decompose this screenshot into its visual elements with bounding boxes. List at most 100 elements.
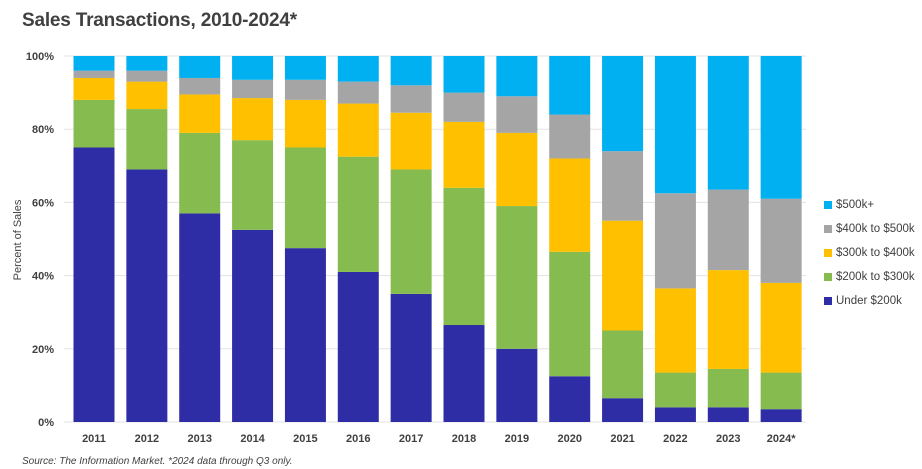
x-tick-label: 2023 <box>716 433 740 445</box>
bar-segment <box>496 206 538 349</box>
bar-segment <box>337 271 379 422</box>
bar-segment <box>232 140 274 230</box>
bar-segment <box>73 77 115 100</box>
legend-item: $200k to $300k <box>824 265 915 289</box>
legend-swatch <box>824 249 832 257</box>
bar-segment <box>654 56 696 194</box>
bar-segment <box>126 169 168 422</box>
legend-label: Under $200k <box>836 295 902 307</box>
x-tick-label: 2014 <box>240 433 265 445</box>
y-tick-label: 60% <box>32 197 54 209</box>
bar-segment <box>126 70 168 82</box>
bar-segment <box>337 81 379 104</box>
bar-segment <box>443 92 485 122</box>
bar-stack-2019 <box>496 56 538 422</box>
source-note: Source: The Information Market. *2024 da… <box>22 456 293 467</box>
legend-label: $200k to $300k <box>836 271 915 283</box>
bar-segment <box>179 56 221 78</box>
bar-stack-2012 <box>126 56 168 422</box>
x-tick-label: 2015 <box>293 433 317 445</box>
bar-segment <box>390 56 432 86</box>
bar-segment <box>602 330 644 399</box>
bar-segment <box>602 151 644 221</box>
x-tick-label: 2018 <box>452 433 476 445</box>
bar-stack-2024 <box>760 56 802 422</box>
bar-segment <box>602 220 644 331</box>
x-tick-label: 2022 <box>663 433 687 445</box>
bar-segment <box>654 193 696 289</box>
bar-stack-2017 <box>390 56 432 422</box>
legend-swatch <box>824 225 832 233</box>
y-tick-label: 80% <box>32 124 54 136</box>
bar-segment <box>390 293 432 422</box>
bar-segment <box>760 198 802 283</box>
legend-swatch <box>824 273 832 281</box>
bar-segment <box>707 189 749 271</box>
x-tick-label: 2020 <box>557 433 581 445</box>
bar-segment <box>126 81 168 110</box>
bar-stack-2018 <box>443 56 485 422</box>
bar-segment <box>73 70 115 78</box>
bar-segment <box>443 121 485 188</box>
bar-segment <box>126 56 168 71</box>
bar-segment <box>232 229 274 422</box>
x-tick-label: 2011 <box>82 433 106 445</box>
x-tick-label: 2012 <box>135 433 159 445</box>
x-tick-label: 2013 <box>187 433 211 445</box>
bar-segment <box>73 99 115 148</box>
bar-stack-2023 <box>707 56 749 422</box>
bar-segment <box>549 251 591 377</box>
bar-segment <box>760 56 802 199</box>
bar-segment <box>549 56 591 115</box>
x-tick-label: 2024* <box>767 433 796 445</box>
bar-segment <box>443 56 485 93</box>
legend-swatch <box>824 201 832 209</box>
legend-swatch <box>824 297 832 305</box>
y-axis-label: Percent of Sales <box>12 199 24 280</box>
legend-item: Under $200k <box>824 289 915 313</box>
bar-segment <box>602 56 644 152</box>
legend-item: $500k+ <box>824 193 915 217</box>
bar-stack-2013 <box>179 56 221 422</box>
bar-segment <box>443 187 485 326</box>
legend-label: $300k to $400k <box>836 247 915 259</box>
bar-segment <box>654 372 696 408</box>
bar-segment <box>284 147 326 249</box>
bar-segment <box>390 85 432 113</box>
bar-segment <box>707 407 749 422</box>
x-tick-label: 2021 <box>610 433 634 445</box>
y-tick-label: 100% <box>26 51 54 63</box>
bar-segment <box>337 156 379 272</box>
bar-segment <box>390 169 432 294</box>
bar-segment <box>549 114 591 159</box>
chart-title: Sales Transactions, 2010-2024* <box>22 10 297 31</box>
bar-segment <box>284 248 326 422</box>
bar-segment <box>549 376 591 422</box>
bar-segment <box>496 96 538 133</box>
bar-segment <box>496 56 538 97</box>
bar-segment <box>707 368 749 408</box>
bar-segment <box>284 56 326 80</box>
x-tick-label: 2017 <box>399 433 423 445</box>
bar-segment <box>73 56 115 71</box>
bar-stack-2011 <box>73 56 115 422</box>
bar-segment <box>549 158 591 252</box>
y-tick-label: 20% <box>32 344 54 356</box>
bar-segment <box>179 213 221 422</box>
x-tick-label: 2016 <box>346 433 370 445</box>
bar-segment <box>443 325 485 422</box>
legend-label: $500k+ <box>836 199 875 211</box>
bars <box>73 56 802 422</box>
bar-segment <box>760 372 802 410</box>
bar-segment <box>179 94 221 133</box>
bar-segment <box>602 398 644 422</box>
bar-stack-2020 <box>549 56 591 422</box>
legend-item: $300k to $400k <box>824 241 915 265</box>
bar-segment <box>337 56 379 82</box>
bar-segment <box>73 147 115 422</box>
bar-segment <box>126 109 168 170</box>
bar-segment <box>707 56 749 190</box>
x-axis-ticks: 2011 2012 2013 2014 2015 2016 2017 2018 2019 2020… <box>82 433 796 445</box>
bar-stack-2014 <box>232 56 274 422</box>
bar-segment <box>496 132 538 207</box>
